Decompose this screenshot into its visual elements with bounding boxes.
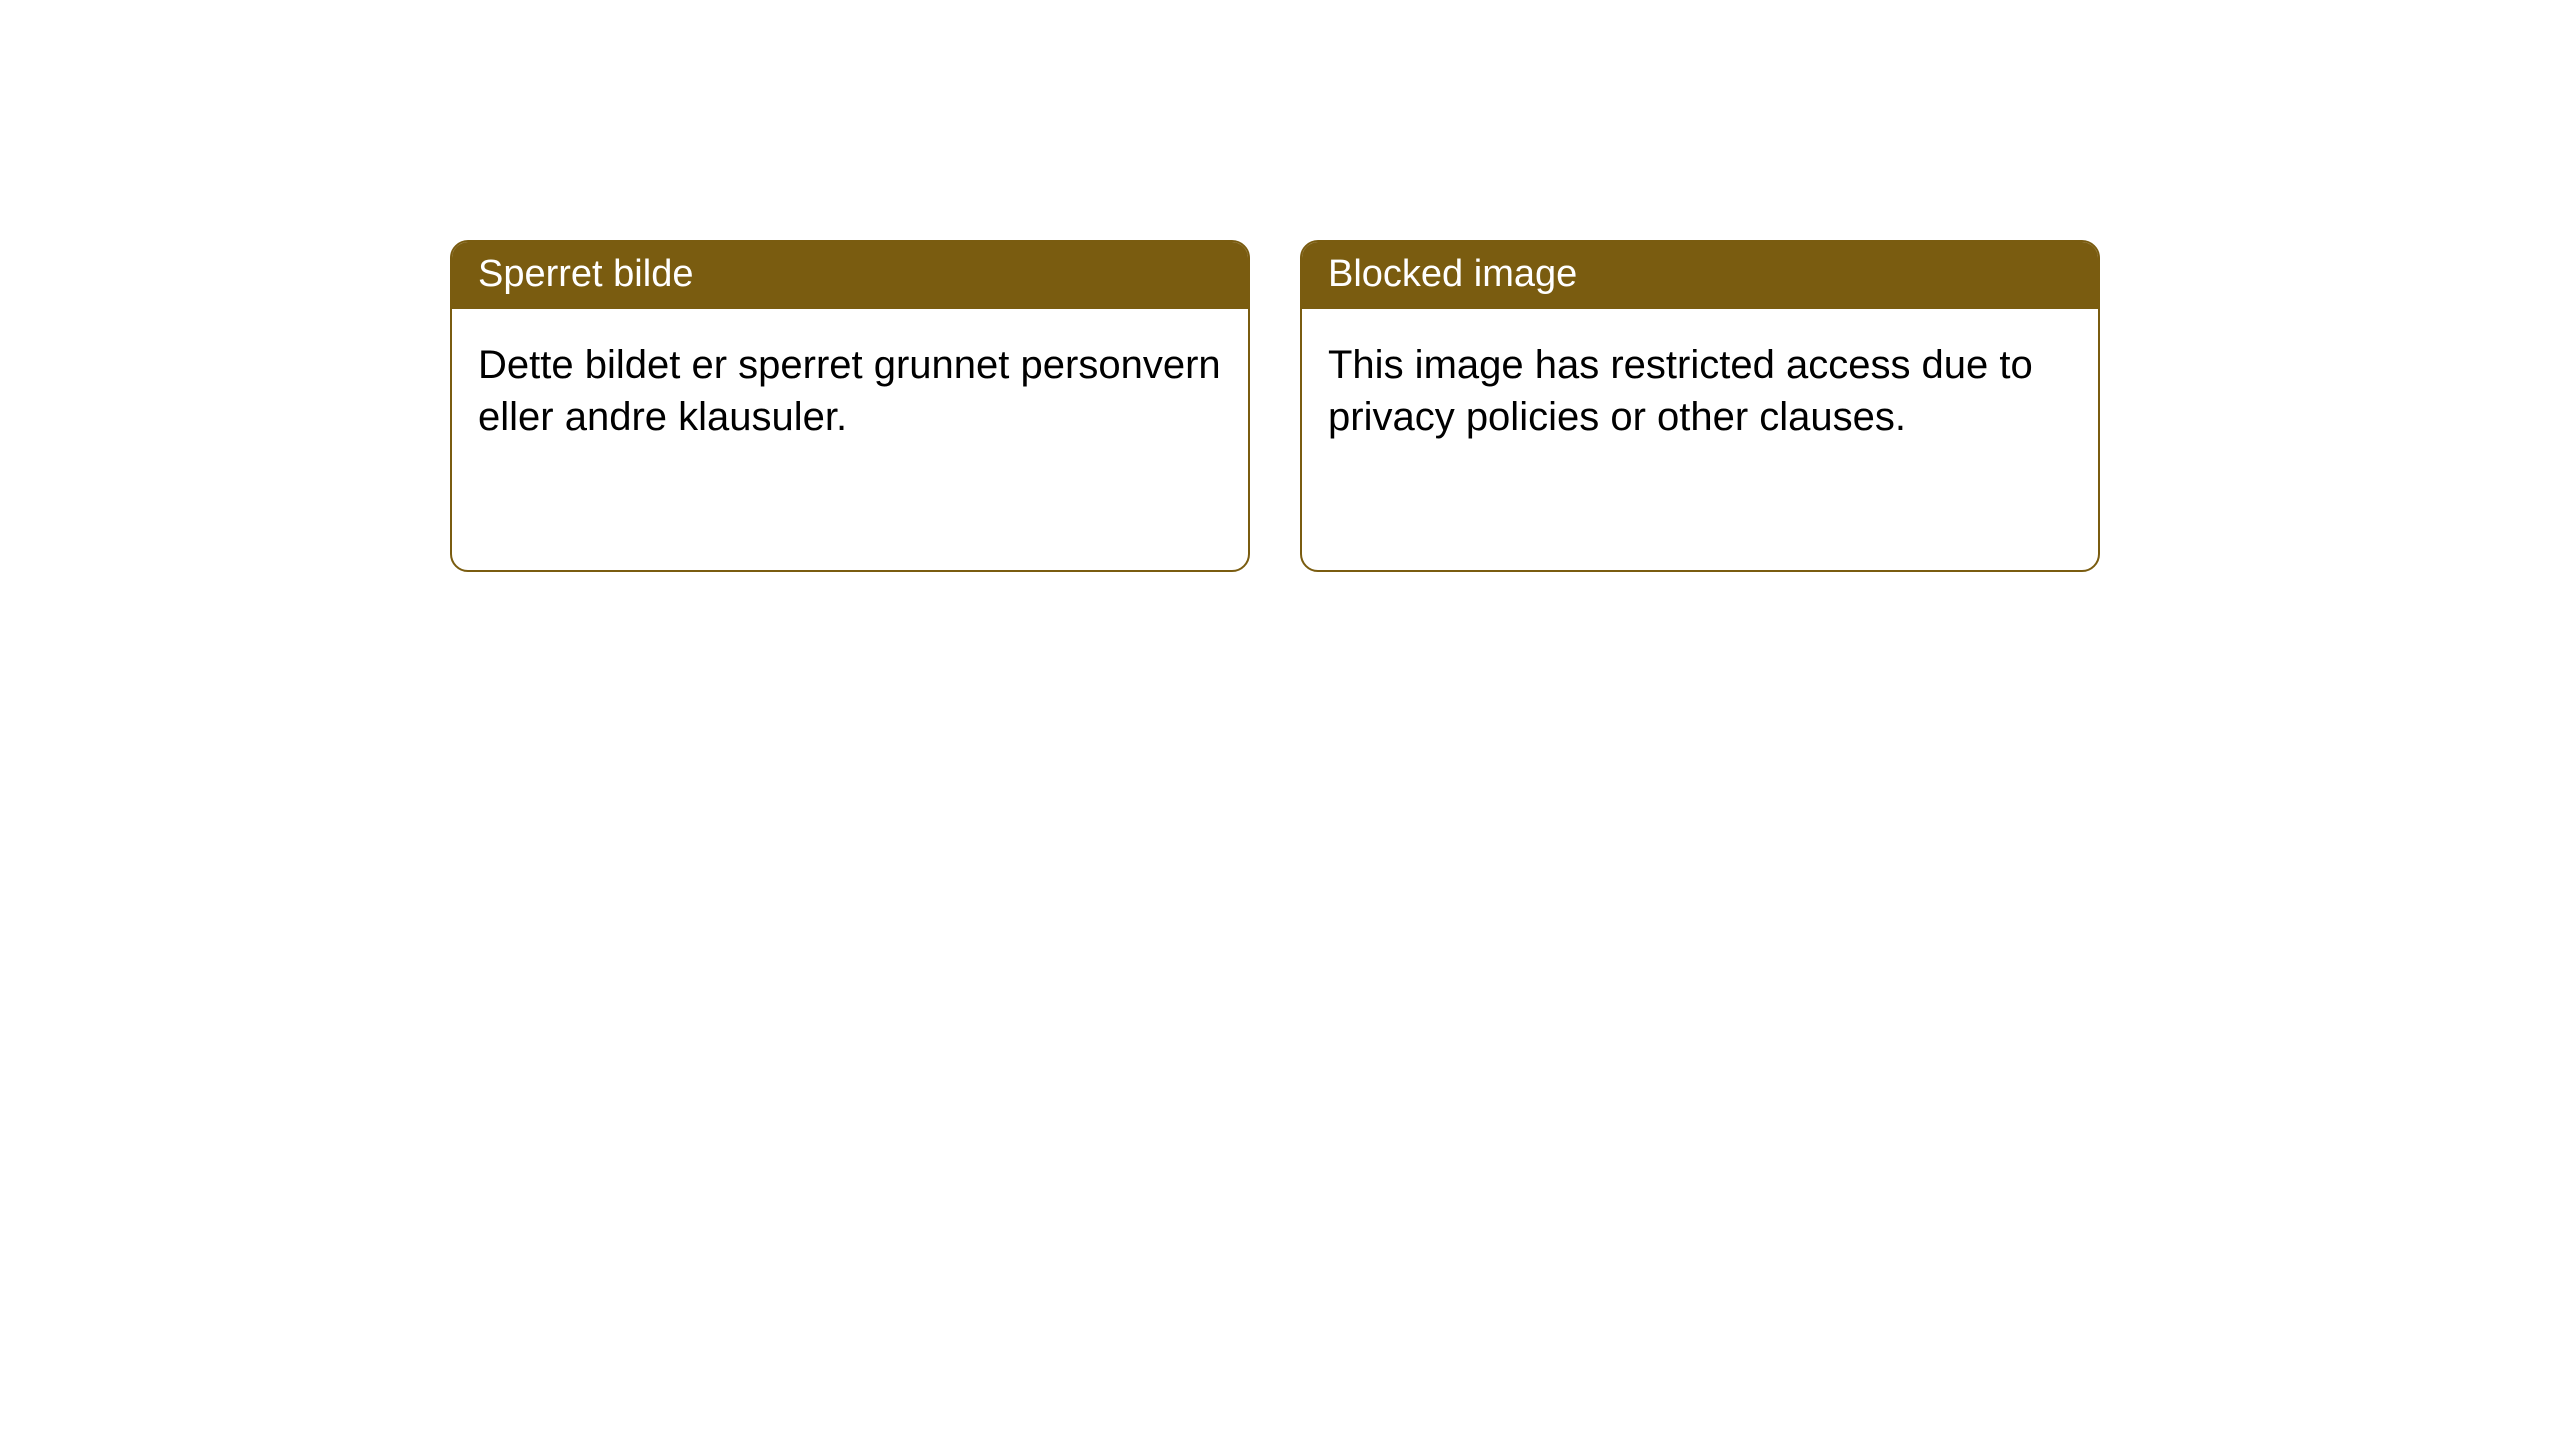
cards-container: Sperret bilde Dette bildet er sperret gr… <box>450 240 2100 572</box>
card-body: Dette bildet er sperret grunnet personve… <box>452 309 1248 463</box>
card-body: This image has restricted access due to … <box>1302 309 2098 463</box>
blocked-image-card-no: Sperret bilde Dette bildet er sperret gr… <box>450 240 1250 572</box>
card-header: Blocked image <box>1302 242 2098 309</box>
card-header: Sperret bilde <box>452 242 1248 309</box>
blocked-image-card-en: Blocked image This image has restricted … <box>1300 240 2100 572</box>
